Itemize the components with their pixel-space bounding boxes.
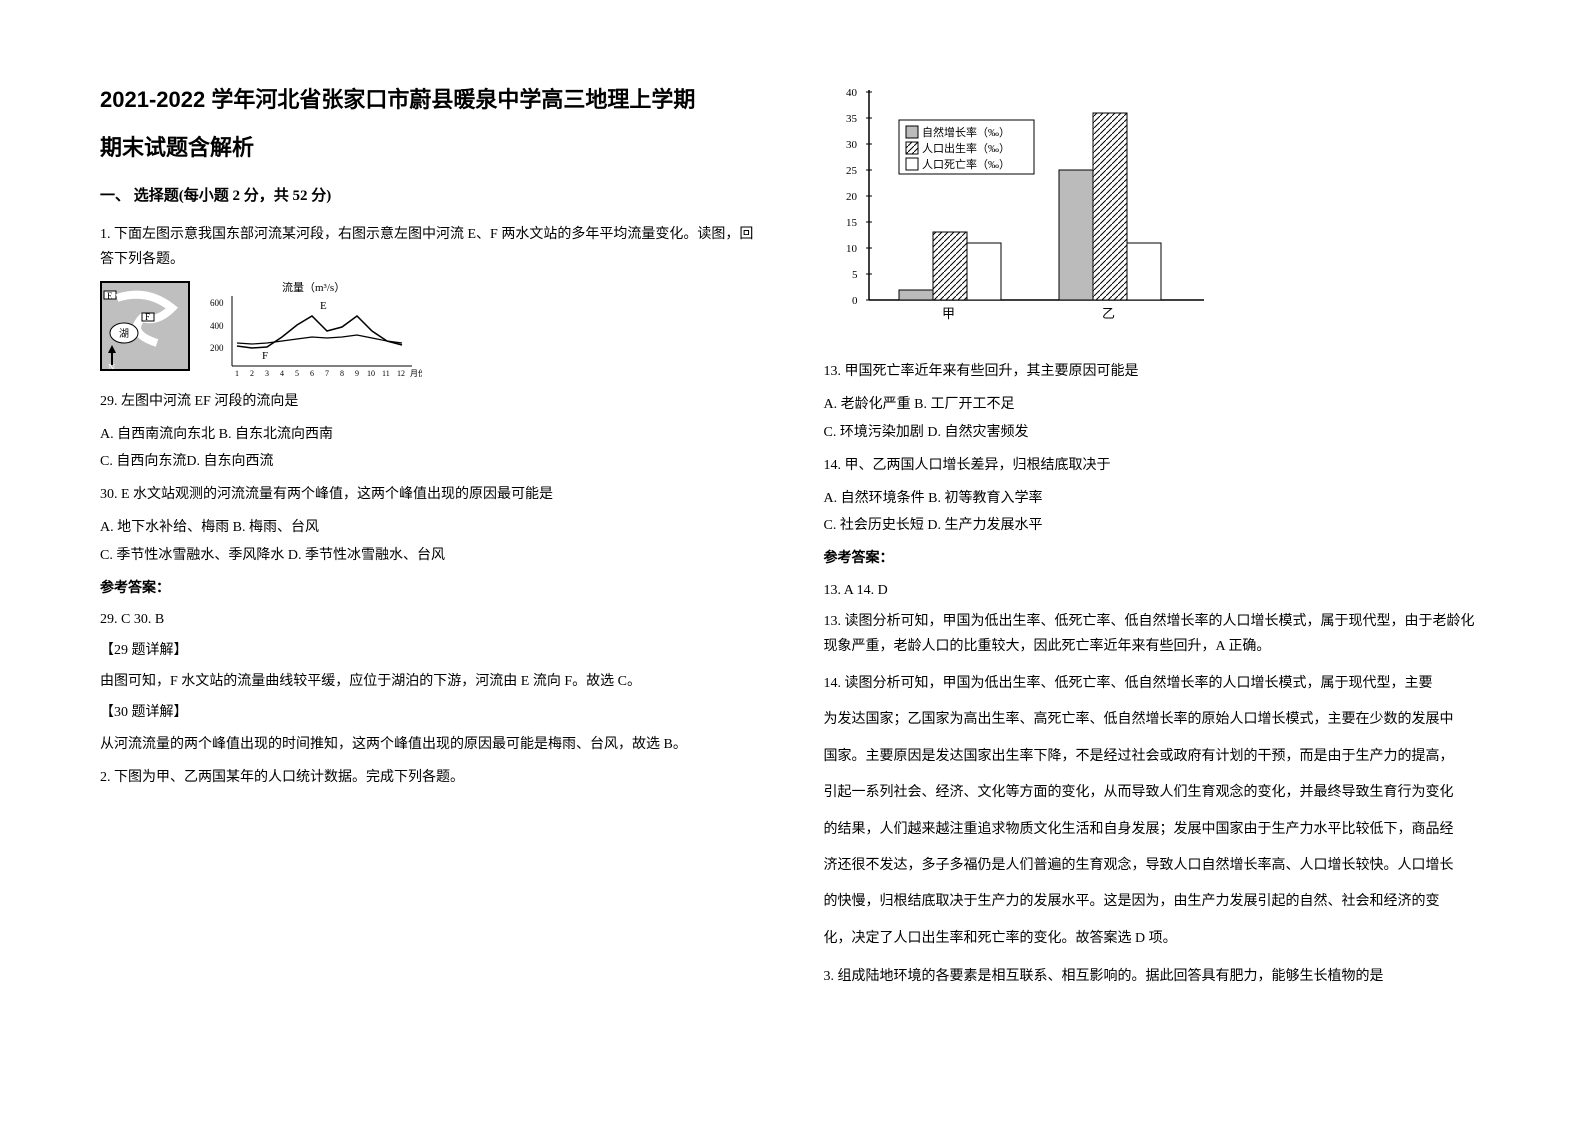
q13-options: A. 老龄化严重 B. 工厂开工不足 C. 环境污染加剧 D. 自然灾害频发	[824, 392, 1488, 444]
explain14-p3: 国家。主要原因是发达国家出生率下降，不是经过社会或政府有计划的干预，而是由于生产…	[824, 746, 1488, 768]
svg-text:10: 10	[846, 243, 858, 255]
svg-text:5: 5	[295, 369, 299, 378]
cat-jia: 甲	[942, 306, 955, 321]
explain14-p8: 化，决定了人口出生率和死亡率的变化。故答案选 D 项。	[824, 928, 1488, 950]
q1-diagrams: E 湖 F N 流量（m³/s） 600 400 200 E F	[100, 281, 764, 381]
explain14-p2: 为发达国家；乙国家为高出生率、高死亡率、低自然增长率的原始人口增长模式，主要在少…	[824, 709, 1488, 731]
q1-stem: 1. 下面左图示意我国东部河流某河段，右图示意左图中河流 E、F 两水文站的多年…	[100, 222, 764, 272]
yt-600: 600	[210, 298, 224, 308]
explain29: 由图可知，F 水文站的流量曲线较平缓，应位于湖泊的下游，河流由 E 流向 F。故…	[100, 669, 764, 694]
yt-200: 200	[210, 343, 224, 353]
right-column: 0 5 10 15 20 25 30 35 40 甲 乙 自然增长率（	[824, 80, 1488, 1082]
svg-text:7: 7	[325, 369, 329, 378]
q14-options: A. 自然环境条件 B. 初等教育入学率 C. 社会历史长短 D. 生产力发展水…	[824, 486, 1488, 538]
q2-answer-label: 参考答案：	[824, 546, 1488, 571]
label-lake: 湖	[119, 328, 129, 340]
explain14-p6: 济还很不发达，多子多福仍是人们普遍的生育观念，导致人口自然增长率高、人口增长较快…	[824, 855, 1488, 877]
cat-yi: 乙	[1102, 306, 1115, 321]
q14-opt-cd: C. 社会历史长短 D. 生产力发展水平	[824, 513, 1488, 538]
explain13: 13. 读图分析可知，甲国为低出生率、低死亡率、低自然增长率的人口增长模式，属于…	[824, 609, 1488, 659]
svg-text:30: 30	[846, 139, 858, 151]
svg-text:35: 35	[846, 113, 858, 125]
q2-answers: 13. A 14. D	[824, 578, 1488, 603]
q1-answers: 29. C 30. B	[100, 607, 764, 632]
svg-text:12: 12	[397, 369, 405, 378]
label-F: F	[145, 312, 150, 322]
bars-yi: 乙	[1059, 113, 1161, 321]
x-ticks: 123 456 789 101112 月份	[235, 368, 422, 378]
q29-opt-cd: C. 自西向东流D. 自东向西流	[100, 449, 764, 474]
flow-line-chart: 流量（m³/s） 600 400 200 E F 123 456 789 101…	[202, 281, 422, 381]
q29-opt-ab: A. 自西南流向东北 B. 自东北流向西南	[100, 422, 764, 447]
series-F: F	[262, 350, 268, 362]
q14-stem: 14. 甲、乙两国人口增长差异，归根结底取决于	[824, 453, 1488, 478]
left-column: 2021-2022 学年河北省张家口市蔚县暖泉中学高三地理上学期 期末试题含解析…	[100, 80, 764, 1082]
explain30: 从河流流量的两个峰值出现的时间推知，这两个峰值出现的原因最可能是梅雨、台风，故选…	[100, 732, 764, 757]
svg-text:月份: 月份	[410, 368, 422, 378]
chart-legend: 自然增长率（‰） 人口出生率（‰） 人口死亡率（‰）	[906, 125, 1010, 171]
doc-title-2: 期末试题含解析	[100, 128, 764, 168]
q13-opt-ab: A. 老龄化严重 B. 工厂开工不足	[824, 392, 1488, 417]
svg-text:3: 3	[265, 369, 269, 378]
q1-answer-label: 参考答案：	[100, 576, 764, 601]
q14-opt-ab: A. 自然环境条件 B. 初等教育入学率	[824, 486, 1488, 511]
explain14-p4: 引起一系列社会、经济、文化等方面的变化，从而导致人们生育观念的变化，并最终导致生…	[824, 782, 1488, 804]
svg-text:4: 4	[280, 369, 284, 378]
legend-death: 人口死亡率（‰）	[922, 157, 1010, 171]
explain14-p7: 的快慢，归根结底取决于生产力的发展水平。这是因为，由生产力发展引起的自然、社会和…	[824, 891, 1488, 913]
svg-text:9: 9	[355, 369, 359, 378]
explain30-head: 【30 题详解】	[100, 700, 764, 725]
q30-opt-cd: C. 季节性冰雪融水、季风降水 D. 季节性冰雪融水、台风	[100, 543, 764, 568]
q30-stem: 30. E 水文站观测的河流流量有两个峰值，这两个峰值出现的原因最可能是	[100, 482, 764, 507]
section-heading: 一、 选择题(每小题 2 分，共 52 分)	[100, 183, 764, 210]
q29-stem: 29. 左图中河流 EF 河段的流向是	[100, 389, 764, 414]
bars-jia: 甲	[899, 232, 1001, 321]
series-E: E	[320, 300, 327, 312]
q13-opt-cd: C. 环境污染加剧 D. 自然灾害频发	[824, 420, 1488, 445]
q13-stem: 13. 甲国死亡率近年来有些回升，其主要原因可能是	[824, 359, 1488, 384]
population-bar-chart: 0 5 10 15 20 25 30 35 40 甲 乙 自然增长率（	[824, 80, 1224, 330]
q2-stem: 2. 下图为甲、乙两国某年的人口统计数据。完成下列各题。	[100, 765, 764, 790]
label-N: N	[108, 363, 115, 371]
q29-options: A. 自西南流向东北 B. 自东北流向西南 C. 自西向东流D. 自东向西流	[100, 422, 764, 474]
svg-text:2: 2	[250, 369, 254, 378]
svg-text:15: 15	[846, 217, 858, 229]
svg-text:5: 5	[852, 269, 858, 281]
legend-natural: 自然增长率（‰）	[922, 125, 1010, 139]
explain14-p5: 的结果，人们越来越注重追求物质文化生活和自身发展；发展中国家由于生产力水平比较低…	[824, 819, 1488, 841]
svg-text:8: 8	[340, 369, 344, 378]
svg-text:40: 40	[846, 87, 858, 99]
svg-text:6: 6	[310, 369, 314, 378]
svg-text:11: 11	[382, 369, 390, 378]
svg-text:0: 0	[852, 295, 858, 307]
explain14-p1: 14. 读图分析可知，甲国为低出生率、低死亡率、低自然增长率的人口增长模式，属于…	[824, 673, 1488, 695]
y-axis-ticks: 0 5 10 15 20 25 30 35 40	[846, 87, 872, 307]
svg-text:20: 20	[846, 191, 858, 203]
yt-400: 400	[210, 321, 224, 331]
legend-birth: 人口出生率（‰）	[922, 141, 1010, 155]
doc-title-1: 2021-2022 学年河北省张家口市蔚县暖泉中学高三地理上学期	[100, 80, 764, 120]
explain29-head: 【29 题详解】	[100, 638, 764, 663]
river-map: E 湖 F N	[100, 281, 190, 371]
label-E: E	[107, 291, 113, 301]
q30-options: A. 地下水补给、梅雨 B. 梅雨、台风 C. 季节性冰雪融水、季风降水 D. …	[100, 515, 764, 567]
flow-title: 流量（m³/s）	[282, 281, 345, 294]
q30-opt-ab: A. 地下水补给、梅雨 B. 梅雨、台风	[100, 515, 764, 540]
q3-stem: 3. 组成陆地环境的各要素是相互联系、相互影响的。据此回答具有肥力，能够生长植物…	[824, 964, 1488, 989]
svg-text:25: 25	[846, 165, 858, 177]
svg-text:10: 10	[367, 369, 375, 378]
svg-text:1: 1	[235, 369, 239, 378]
